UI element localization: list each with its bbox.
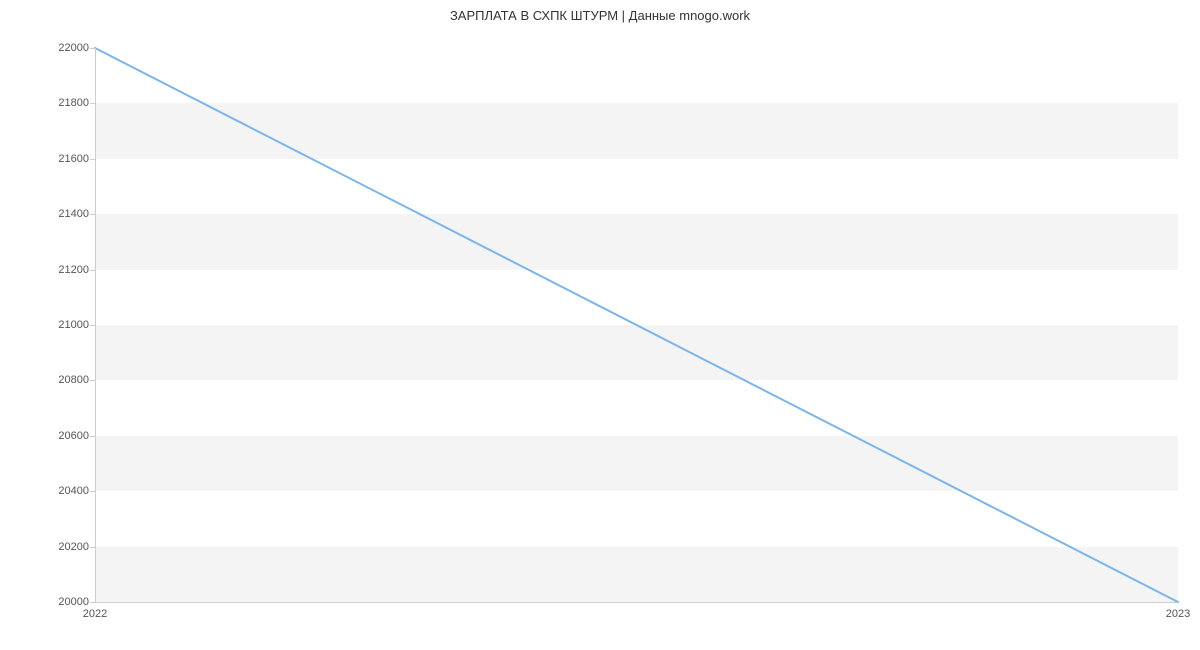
y-tick-label: 20000 — [58, 596, 89, 608]
y-tick-label: 21200 — [58, 264, 89, 276]
x-tick-label: 2023 — [1166, 608, 1190, 620]
y-tick-label: 20200 — [58, 541, 89, 553]
y-tick-label: 21800 — [58, 97, 89, 109]
y-tick-label: 21000 — [58, 319, 89, 331]
y-tick-label: 22000 — [58, 42, 89, 54]
chart-title: ЗАРПЛАТА В СХПК ШТУРМ | Данные mnogo.wor… — [0, 8, 1200, 23]
x-axis-line — [95, 602, 1178, 603]
y-tick-label: 20600 — [58, 430, 89, 442]
line-series-salary — [95, 48, 1178, 602]
x-tick-label: 2022 — [83, 608, 107, 620]
salary-line-chart: ЗАРПЛАТА В СХПК ШТУРМ | Данные mnogo.wor… — [0, 0, 1200, 650]
y-tick-label: 21600 — [58, 153, 89, 165]
y-axis-line — [95, 48, 96, 602]
y-tick-label: 20800 — [58, 374, 89, 386]
y-tick-label: 21400 — [58, 208, 89, 220]
y-tick-label: 20400 — [58, 485, 89, 497]
plot-area: 2000020200204002060020800210002120021400… — [95, 48, 1178, 602]
line-series-layer — [95, 48, 1178, 602]
